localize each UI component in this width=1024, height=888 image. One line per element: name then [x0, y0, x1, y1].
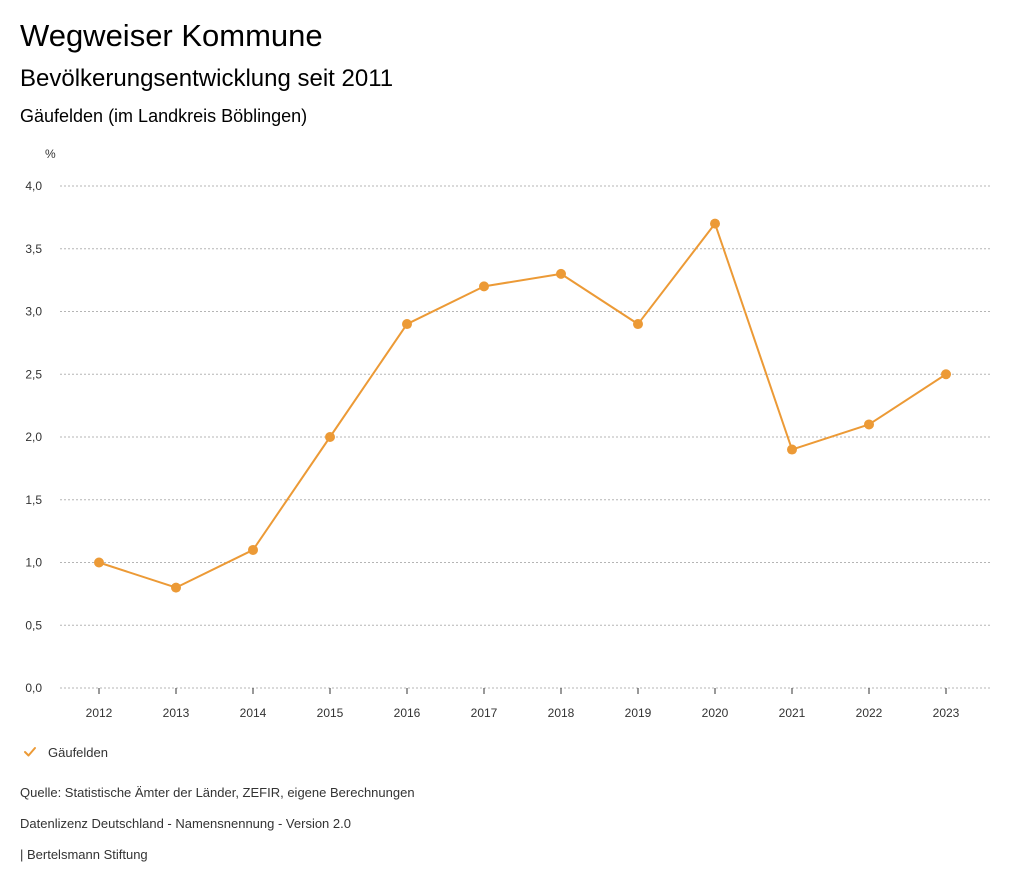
x-tick-label: 2018: [548, 706, 575, 720]
publisher-note: | Bertelsmann Stiftung: [20, 847, 148, 862]
line-chart: % 0,00,51,01,52,02,53,03,54,0 2012 2013 20…: [25, 147, 990, 720]
chart-subtitle: Bevölkerungsentwicklung seit 2011: [20, 65, 394, 92]
y-tick-label: 4,0: [25, 179, 42, 193]
y-tick-label: 0,0: [25, 681, 42, 695]
license-note: Datenlizenz Deutschland - Namensnennung …: [20, 816, 351, 831]
y-tick-label: 3,5: [25, 242, 42, 256]
data-point[interactable]: [248, 544, 258, 555]
data-point[interactable]: [325, 432, 335, 442]
legend-label: Gäufelden: [48, 744, 108, 760]
data-point[interactable]: [171, 582, 181, 593]
check-icon: [24, 747, 36, 757]
x-tick-label: 2016: [394, 706, 421, 720]
data-point[interactable]: [941, 369, 951, 380]
data-point[interactable]: [710, 218, 720, 229]
data-point[interactable]: [633, 319, 643, 330]
data-point[interactable]: [479, 281, 489, 292]
data-point[interactable]: [402, 319, 412, 330]
x-tick-label: 2020: [702, 706, 729, 720]
x-tick-label: 2013: [163, 706, 190, 720]
y-tick-label: 3,0: [25, 305, 42, 319]
x-tick-label: 2022: [856, 706, 883, 720]
y-tick-label: 2,0: [25, 430, 42, 444]
data-point[interactable]: [94, 557, 104, 568]
y-tick-label: 1,5: [25, 493, 42, 507]
x-tick-label: 2015: [317, 706, 344, 720]
chart-legend[interactable]: Gäufelden: [22, 744, 108, 760]
source-note: Quelle: Statistische Ämter der Länder, Z…: [20, 785, 415, 800]
y-axis-unit-label: %: [45, 147, 56, 161]
series-line: [98, 222, 947, 589]
x-axis-ticks: 2012 2013 2014 2015 2016 2017 2018 2019 2020 2021…: [86, 688, 960, 720]
page-title: Wegweiser Kommune: [20, 18, 323, 53]
data-point[interactable]: [787, 444, 797, 455]
y-axis-ticks: 0,0 0,5 1,0 1,5 2,0 2,5 3,0 3,5 4,0: [25, 179, 42, 695]
x-tick-label: 2023: [933, 706, 960, 720]
grid-lines: [60, 185, 990, 689]
x-tick-label: 2014: [240, 706, 267, 720]
x-tick-label: 2019: [625, 706, 652, 720]
y-tick-label: 0,5: [25, 618, 42, 632]
data-point[interactable]: [556, 268, 566, 279]
y-tick-label: 2,5: [25, 367, 42, 381]
region-label: Gäufelden (im Landkreis Böblingen): [20, 106, 308, 126]
series-gaeufelden: [94, 218, 951, 593]
x-tick-label: 2017: [471, 706, 498, 720]
data-point[interactable]: [864, 419, 874, 430]
y-tick-label: 1,0: [25, 556, 42, 570]
x-tick-label: 2012: [86, 706, 113, 720]
x-tick-label: 2021: [779, 706, 806, 720]
